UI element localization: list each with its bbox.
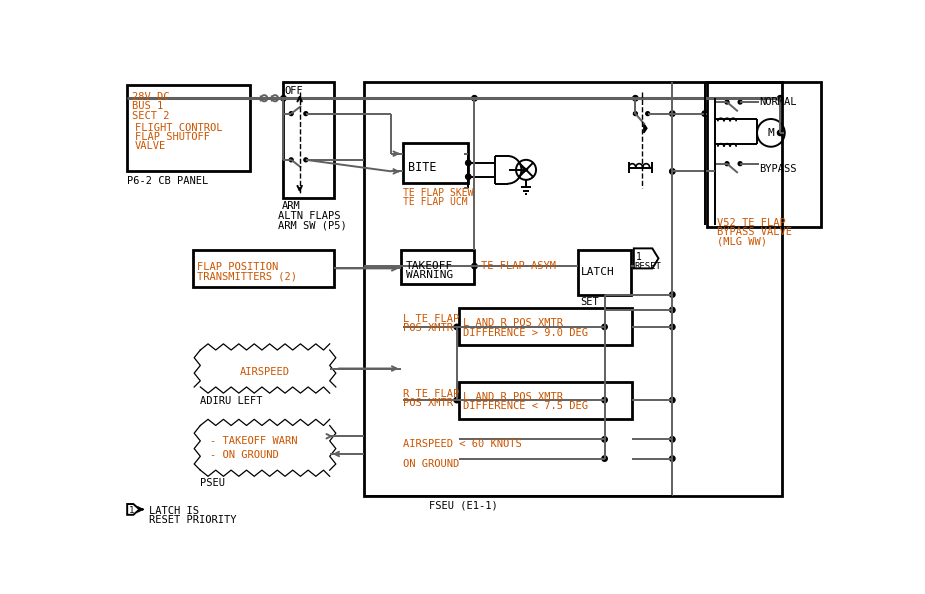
Circle shape — [738, 162, 742, 166]
Circle shape — [777, 130, 783, 135]
Text: (MLG WW): (MLG WW) — [717, 236, 767, 246]
Text: L TE FLAP: L TE FLAP — [403, 314, 459, 324]
Circle shape — [634, 112, 637, 116]
Circle shape — [670, 169, 675, 174]
Circle shape — [454, 324, 460, 330]
Text: OFF: OFF — [284, 86, 302, 96]
Circle shape — [454, 397, 460, 403]
Text: M: M — [768, 128, 774, 138]
Circle shape — [465, 160, 471, 166]
Text: R TE FLAP: R TE FLAP — [403, 388, 459, 399]
Text: RESET: RESET — [635, 262, 661, 271]
Circle shape — [670, 292, 675, 297]
Bar — [403, 143, 468, 183]
Circle shape — [633, 96, 638, 101]
Text: 28V DC: 28V DC — [131, 92, 169, 102]
Circle shape — [670, 324, 675, 330]
Text: L AND R POS XMTR: L AND R POS XMTR — [462, 391, 563, 402]
Circle shape — [472, 263, 477, 269]
Text: FLAP SHUTOFF: FLAP SHUTOFF — [135, 132, 210, 142]
Circle shape — [670, 307, 675, 312]
Text: P6-2 CB PANEL: P6-2 CB PANEL — [127, 176, 208, 186]
Text: - TAKEOFF WARN: - TAKEOFF WARN — [210, 436, 298, 446]
Bar — [283, 82, 334, 198]
Circle shape — [602, 324, 608, 330]
Text: TE FLAP SKEW: TE FLAP SKEW — [403, 188, 474, 198]
Text: AIRSPEED: AIRSPEED — [240, 366, 290, 377]
Circle shape — [290, 112, 293, 116]
Circle shape — [465, 174, 471, 179]
Bar — [127, 85, 251, 172]
Text: LATCH IS: LATCH IS — [149, 505, 199, 516]
Text: 1: 1 — [635, 252, 641, 262]
Text: VALVE: VALVE — [135, 141, 166, 151]
Text: DIFFERENCE > 9.0 DEG: DIFFERENCE > 9.0 DEG — [462, 328, 588, 338]
Text: FSEU (E1-1): FSEU (E1-1) — [428, 501, 498, 511]
Text: POS XMTR: POS XMTR — [403, 398, 453, 407]
Circle shape — [304, 158, 308, 162]
Text: RESET PRIORITY: RESET PRIORITY — [149, 515, 236, 525]
Bar — [459, 308, 632, 345]
Text: TE FLAP ASYM: TE FLAP ASYM — [481, 261, 556, 271]
Text: LATCH: LATCH — [581, 267, 614, 277]
Bar — [459, 381, 632, 419]
Circle shape — [304, 112, 308, 116]
Text: ALTN FLAPS: ALTN FLAPS — [278, 211, 340, 222]
Text: SECT 2: SECT 2 — [131, 110, 169, 121]
Circle shape — [725, 162, 729, 166]
Circle shape — [777, 96, 783, 101]
Bar — [193, 250, 334, 287]
Circle shape — [602, 397, 608, 403]
Text: BYPASS: BYPASS — [759, 164, 796, 173]
Polygon shape — [644, 124, 647, 133]
Circle shape — [670, 437, 675, 442]
Text: ON GROUND: ON GROUND — [403, 459, 459, 469]
Text: NORMAL: NORMAL — [759, 97, 796, 108]
Text: ARM: ARM — [282, 201, 301, 211]
Circle shape — [646, 112, 649, 116]
Text: TRANSMITTERS (2): TRANSMITTERS (2) — [197, 271, 297, 282]
Text: POS XMTR: POS XMTR — [403, 323, 453, 333]
Bar — [364, 82, 782, 497]
Circle shape — [738, 100, 742, 104]
Text: ARM SW (P5): ARM SW (P5) — [278, 220, 347, 230]
Bar — [401, 250, 475, 284]
Text: PSEU: PSEU — [201, 478, 226, 488]
Circle shape — [670, 397, 675, 403]
Circle shape — [472, 96, 477, 101]
Text: ADIRU LEFT: ADIRU LEFT — [201, 396, 263, 406]
Text: BUS 1: BUS 1 — [131, 102, 163, 111]
Circle shape — [725, 100, 729, 104]
Bar — [578, 250, 631, 295]
Text: BITE: BITE — [408, 160, 437, 173]
Circle shape — [702, 111, 708, 116]
Text: - ON GROUND: - ON GROUND — [210, 450, 279, 460]
Circle shape — [602, 456, 608, 462]
Text: V52 TE FLAP: V52 TE FLAP — [717, 217, 785, 228]
Circle shape — [281, 96, 286, 101]
Text: L AND R POS XMTR: L AND R POS XMTR — [462, 318, 563, 328]
Text: AIRSPEED < 60 KNOTS: AIRSPEED < 60 KNOTS — [403, 440, 522, 449]
Circle shape — [602, 437, 608, 442]
Circle shape — [670, 456, 675, 462]
Circle shape — [670, 111, 675, 116]
Text: TAKEOFF: TAKEOFF — [406, 261, 453, 271]
Text: TE FLAP UCM: TE FLAP UCM — [403, 197, 467, 207]
Text: 1: 1 — [129, 506, 134, 516]
Text: WARNING: WARNING — [406, 270, 453, 280]
Text: DIFFERENCE < 7.5 DEG: DIFFERENCE < 7.5 DEG — [462, 401, 588, 411]
Text: FLIGHT CONTROL: FLIGHT CONTROL — [135, 123, 222, 133]
Text: BYPASS VALVE: BYPASS VALVE — [717, 227, 792, 237]
Text: SET: SET — [581, 297, 599, 307]
Bar — [707, 82, 821, 227]
Circle shape — [290, 158, 293, 162]
Text: FLAP POSITION: FLAP POSITION — [197, 262, 278, 272]
